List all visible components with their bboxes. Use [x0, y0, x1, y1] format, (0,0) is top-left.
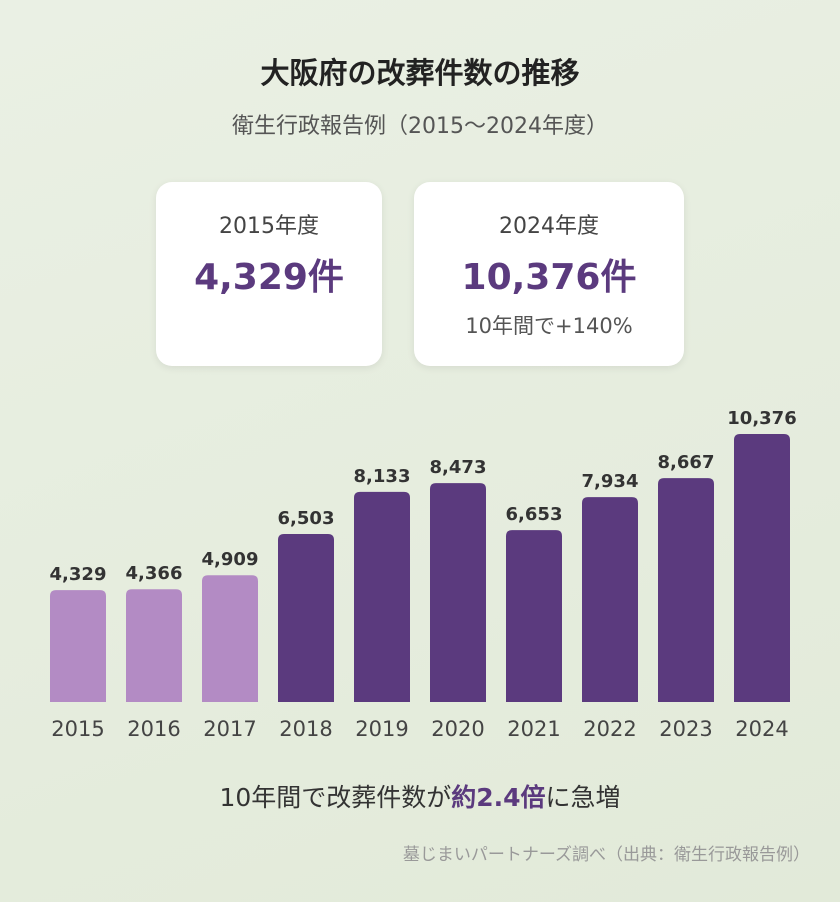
- value-label: 6,503: [278, 508, 335, 529]
- page-title: 大阪府の改葬件数の推移: [260, 56, 580, 90]
- card-note: 10年間で+140%: [465, 314, 633, 338]
- value-label: 4,366: [126, 563, 183, 584]
- bar-2015: [50, 590, 106, 702]
- value-label: 8,473: [430, 457, 487, 478]
- card-value: 4,329件: [194, 257, 344, 298]
- card-year: 2024年度: [499, 214, 599, 239]
- x-tick-label: 2019: [355, 717, 408, 741]
- x-tick-label: 2022: [583, 717, 636, 741]
- value-label: 10,376: [727, 408, 796, 429]
- value-label: 8,667: [658, 452, 715, 473]
- x-tick-label: 2023: [659, 717, 712, 741]
- x-tick-label: 2024: [735, 717, 788, 741]
- value-label: 6,653: [506, 504, 563, 525]
- bar-2016: [126, 589, 182, 702]
- card-year: 2015年度: [219, 214, 319, 239]
- summary-before: 10年間で改葬件数が: [219, 783, 452, 812]
- bar-2018: [278, 534, 334, 702]
- card-value: 10,376件: [461, 257, 637, 298]
- x-tick-label: 2020: [431, 717, 484, 741]
- x-tick-label: 2018: [279, 717, 332, 741]
- bar-2024: [734, 434, 790, 702]
- bar-2023: [658, 478, 714, 702]
- value-label: 7,934: [582, 471, 639, 492]
- bar-2020: [430, 483, 486, 702]
- page-subtitle: 衛生行政報告例（2015〜2024年度）: [232, 114, 608, 139]
- value-label: 4,329: [50, 564, 107, 585]
- bar-2019: [354, 491, 410, 702]
- bar-chart: 4,329 2015 4,366 2016 4,909 2017 6,503 2018 8,13…: [50, 408, 797, 741]
- value-label: 4,909: [202, 549, 259, 570]
- x-tick-label: 2016: [127, 717, 180, 741]
- summary-after: に急増: [545, 783, 621, 812]
- source-note: 墓じまいパートナーズ調べ（出典：衛生行政報告例）: [402, 845, 810, 865]
- x-tick-label: 2017: [203, 717, 256, 741]
- stat-card-2024: 2024年度 10,376件 10年間で+140%: [414, 182, 684, 366]
- bar-2022: [582, 497, 638, 702]
- bar-2017: [202, 575, 258, 702]
- summary-text: 10年間で改葬件数が約2.4倍に急増: [0, 778, 840, 814]
- summary-highlight: 約2.4倍: [451, 783, 546, 812]
- bar-2021: [506, 530, 562, 702]
- x-tick-label: 2021: [507, 717, 560, 741]
- value-label: 8,133: [354, 466, 411, 487]
- stat-card-2015: 2015年度 4,329件: [156, 182, 382, 366]
- x-tick-label: 2015: [51, 717, 104, 741]
